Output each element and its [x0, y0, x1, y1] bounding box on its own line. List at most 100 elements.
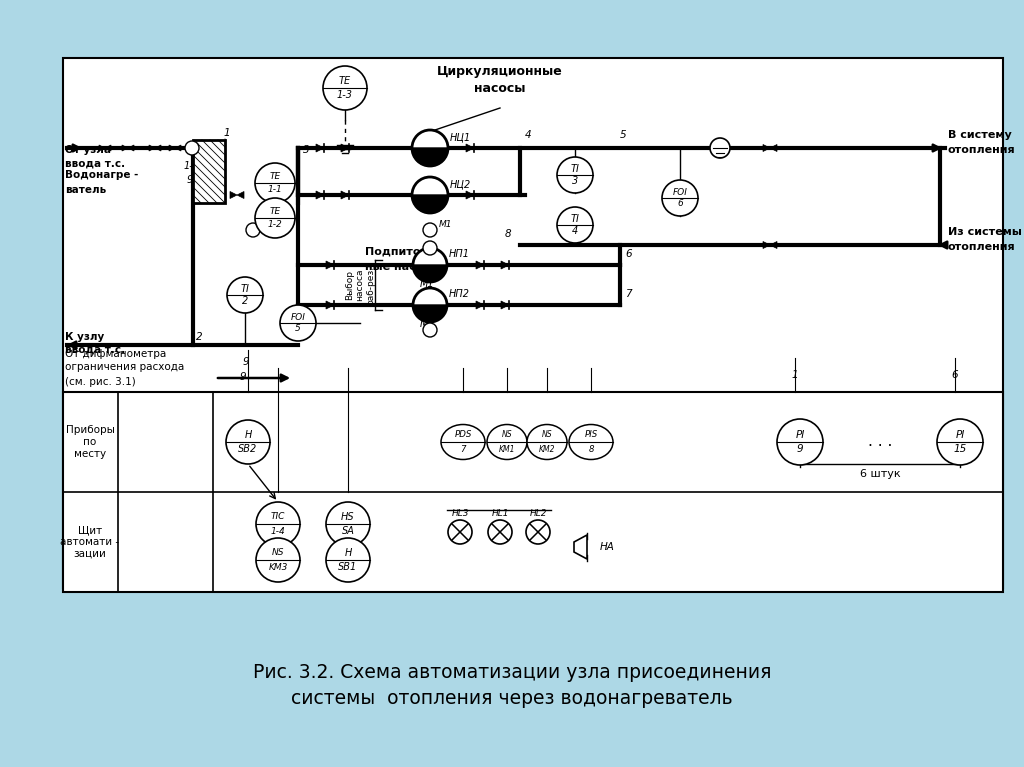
Circle shape	[256, 538, 300, 582]
Text: 8: 8	[588, 445, 594, 454]
Polygon shape	[770, 242, 777, 249]
Text: SB1: SB1	[338, 562, 357, 572]
Text: 1-3: 1-3	[337, 90, 353, 100]
Polygon shape	[105, 145, 111, 151]
Circle shape	[255, 198, 295, 238]
Circle shape	[557, 157, 593, 193]
Circle shape	[246, 223, 260, 237]
Text: TE: TE	[339, 76, 351, 86]
Text: 9: 9	[797, 444, 803, 454]
Polygon shape	[341, 144, 349, 152]
Text: Рис. 3.2. Схема автоматизации узла присоединения: Рис. 3.2. Схема автоматизации узла присо…	[253, 663, 771, 682]
Text: От дифманометра: От дифманометра	[65, 349, 166, 359]
Text: HL3: HL3	[452, 509, 469, 518]
Text: 9: 9	[240, 372, 247, 382]
Text: . . .: . . .	[867, 434, 892, 449]
Polygon shape	[770, 144, 777, 152]
Circle shape	[185, 141, 199, 155]
Text: KM1: KM1	[499, 445, 515, 454]
Circle shape	[488, 520, 512, 544]
Circle shape	[413, 288, 447, 322]
Polygon shape	[413, 265, 447, 282]
Text: 8: 8	[505, 229, 512, 239]
Circle shape	[226, 420, 270, 464]
Text: 15: 15	[953, 444, 967, 454]
Text: НП2: НП2	[449, 289, 470, 299]
Text: 2: 2	[242, 296, 248, 306]
Polygon shape	[316, 144, 324, 152]
Circle shape	[777, 419, 823, 465]
Circle shape	[710, 138, 730, 158]
Text: НП1: НП1	[449, 249, 470, 259]
Text: NS: NS	[502, 430, 512, 439]
Polygon shape	[466, 144, 474, 152]
Polygon shape	[476, 301, 484, 309]
Text: Водонагре -: Водонагре -	[65, 170, 138, 180]
Text: 6: 6	[951, 370, 958, 380]
Circle shape	[326, 502, 370, 546]
Text: TI: TI	[570, 164, 580, 174]
Text: 2: 2	[196, 332, 203, 342]
Text: 7: 7	[460, 445, 466, 454]
Text: 6 штук: 6 штук	[860, 469, 900, 479]
Text: М2: М2	[420, 319, 434, 329]
Polygon shape	[413, 305, 447, 322]
Circle shape	[449, 520, 472, 544]
Circle shape	[323, 66, 367, 110]
Text: SB2: SB2	[239, 444, 258, 454]
Text: 5: 5	[620, 130, 627, 140]
Text: TE: TE	[269, 207, 281, 216]
Polygon shape	[763, 242, 770, 249]
Circle shape	[412, 130, 449, 166]
Text: НЦ2: НЦ2	[450, 179, 471, 189]
Polygon shape	[122, 145, 128, 151]
Text: 4: 4	[571, 225, 579, 235]
Polygon shape	[99, 145, 105, 151]
Text: НЦ1: НЦ1	[450, 132, 471, 142]
Text: К узлу: К узлу	[65, 332, 104, 342]
Text: отопления: отопления	[948, 242, 1016, 252]
Ellipse shape	[441, 424, 485, 459]
Bar	[193, 140, 225, 203]
Text: HL2: HL2	[529, 509, 547, 518]
Circle shape	[526, 520, 550, 544]
Text: ограничения расхода: ограничения расхода	[65, 362, 184, 372]
Text: TI: TI	[241, 285, 250, 295]
Text: М1: М1	[439, 220, 453, 229]
Circle shape	[423, 323, 437, 337]
Text: 3: 3	[303, 145, 309, 155]
Text: Подпиточ-: Подпиточ-	[365, 247, 433, 257]
Text: М1: М1	[420, 279, 434, 289]
Circle shape	[662, 180, 698, 216]
Text: PIS: PIS	[585, 430, 598, 439]
Text: TIC: TIC	[270, 512, 286, 522]
Circle shape	[326, 538, 370, 582]
Text: отопления: отопления	[948, 145, 1016, 155]
Circle shape	[256, 502, 300, 546]
Text: 5: 5	[295, 324, 301, 333]
Text: H: H	[245, 430, 252, 440]
Polygon shape	[316, 191, 324, 199]
Circle shape	[413, 248, 447, 282]
Text: FOI: FOI	[673, 188, 687, 197]
Text: НА: НА	[600, 542, 614, 552]
Text: HL1: HL1	[492, 509, 509, 518]
Text: 6: 6	[677, 199, 683, 209]
Text: 6: 6	[625, 249, 632, 259]
Text: ные насосы: ные насосы	[365, 262, 440, 272]
Circle shape	[937, 419, 983, 465]
Polygon shape	[476, 261, 484, 269]
Text: ввода т.с.: ввода т.с.	[65, 158, 125, 168]
Circle shape	[412, 177, 449, 213]
Text: KM2: KM2	[539, 445, 555, 454]
Ellipse shape	[527, 424, 567, 459]
Polygon shape	[326, 301, 334, 309]
Text: Циркуляционные: Циркуляционные	[437, 65, 563, 78]
Circle shape	[557, 207, 593, 243]
Text: KM3: KM3	[268, 562, 288, 571]
Polygon shape	[150, 145, 155, 151]
Polygon shape	[412, 195, 449, 213]
Polygon shape	[412, 148, 449, 166]
Bar	[63, 392, 1002, 592]
Text: NS: NS	[271, 548, 285, 558]
